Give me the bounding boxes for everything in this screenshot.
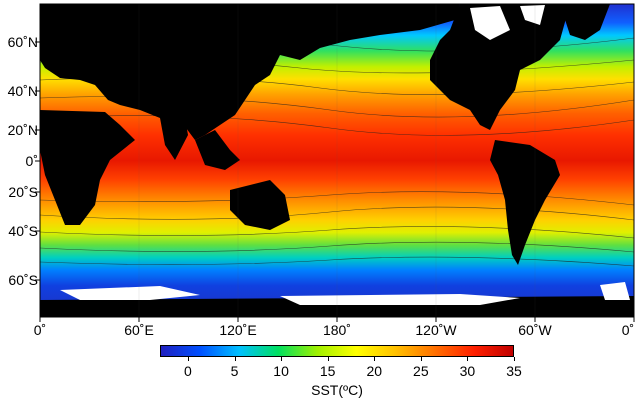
lat-label-20n: 20˚N xyxy=(7,122,38,138)
lat-label-0: 0˚ xyxy=(25,153,38,169)
sst-colorbar xyxy=(160,345,514,357)
land-se-asia xyxy=(195,130,240,170)
lon-label-60e: 60˚E xyxy=(124,322,154,338)
lon-label-180: 180˚ xyxy=(322,322,352,338)
lon-label-0-west: 0˚ xyxy=(33,322,47,338)
colorbar-tick-label: 10 xyxy=(273,363,289,379)
colorbar-tick-label: 0 xyxy=(184,363,192,379)
land-india xyxy=(160,118,188,160)
colorbar-tickmark xyxy=(374,357,376,361)
colorbar-tickmark xyxy=(420,357,422,361)
land-europe-asia xyxy=(40,4,460,140)
colorbar-tick-label: 35 xyxy=(506,363,522,379)
lon-label-0-east: 0˚ xyxy=(621,322,635,338)
lat-label-60s: 60˚S xyxy=(8,272,38,288)
colorbar-label: SST(ºC) xyxy=(311,382,363,398)
lon-label-120e: 120˚E xyxy=(219,322,257,338)
colorbar-tick-label: 15 xyxy=(319,363,336,379)
colorbar-tick-label: 30 xyxy=(459,363,476,379)
lon-label-60w: 60˚W xyxy=(518,322,552,338)
colorbar-tickmark xyxy=(327,357,329,361)
land-south-america xyxy=(490,140,560,265)
land-australia xyxy=(230,180,290,230)
land-north-america xyxy=(430,4,570,130)
colorbar-tickmark xyxy=(467,357,469,361)
colorbar-tick-label: 20 xyxy=(366,363,383,379)
colorbar-tickmark xyxy=(514,357,515,361)
colorbar-tick-label: 25 xyxy=(413,363,429,379)
land-greenland xyxy=(560,4,610,40)
lat-label-20s: 20˚S xyxy=(8,184,38,200)
lon-label-120w: 120˚W xyxy=(415,322,457,338)
land-africa xyxy=(40,110,135,225)
lat-label-60n: 60˚N xyxy=(7,34,38,50)
colorbar-tickmark xyxy=(234,357,236,361)
axis-ticks xyxy=(35,41,635,322)
lat-label-40n: 40˚N xyxy=(7,83,38,99)
sea-ice xyxy=(60,5,630,305)
colorbar-tickmark xyxy=(187,357,189,361)
lat-label-40s: 40˚S xyxy=(8,223,38,239)
meridian-graticule xyxy=(138,4,536,317)
colorbar-tickmark xyxy=(281,357,283,361)
colorbar-tick-label: 5 xyxy=(230,363,239,379)
